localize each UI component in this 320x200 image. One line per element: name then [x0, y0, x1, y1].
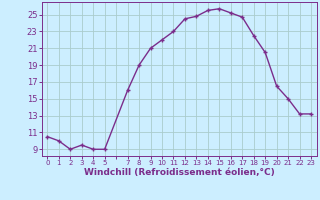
X-axis label: Windchill (Refroidissement éolien,°C): Windchill (Refroidissement éolien,°C) [84, 168, 275, 177]
